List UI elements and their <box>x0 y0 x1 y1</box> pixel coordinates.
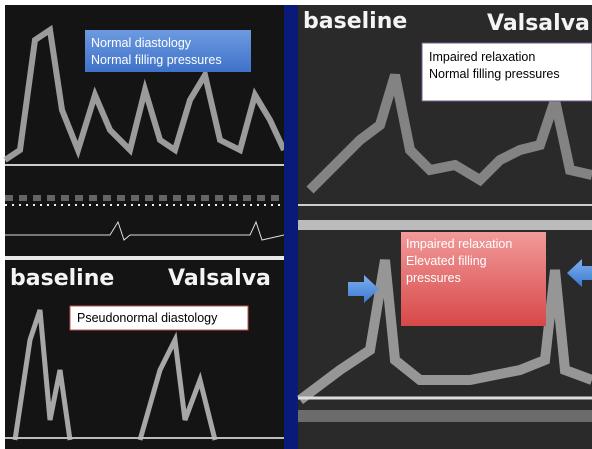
box-text: Impaired relaxation <box>429 50 535 64</box>
label-box <box>69 305 249 331</box>
arrow <box>567 259 592 287</box>
baseline-label: baseline <box>10 266 114 291</box>
divider <box>284 5 298 449</box>
box-text: Normal diastology <box>91 36 192 50</box>
left-echo-image <box>3 5 287 449</box>
box-text: Impaired relaxation <box>406 237 512 251</box>
label-box <box>421 42 592 102</box>
box-text: pressures <box>406 271 461 285</box>
box-text: Normal filling pressures <box>429 67 560 81</box>
arrow <box>348 275 379 303</box>
valsalva-label: Valsalva <box>168 266 271 291</box>
box-text: Normal filling pressures <box>91 53 222 67</box>
baseline-label: baseline <box>303 9 407 34</box>
box-text: Elevated filling <box>406 254 487 268</box>
label-box <box>85 30 251 72</box>
label-box <box>401 232 546 326</box>
box-text: Pseudonormal diastology <box>77 311 218 325</box>
valsalva-label: Valsalva <box>487 11 590 36</box>
